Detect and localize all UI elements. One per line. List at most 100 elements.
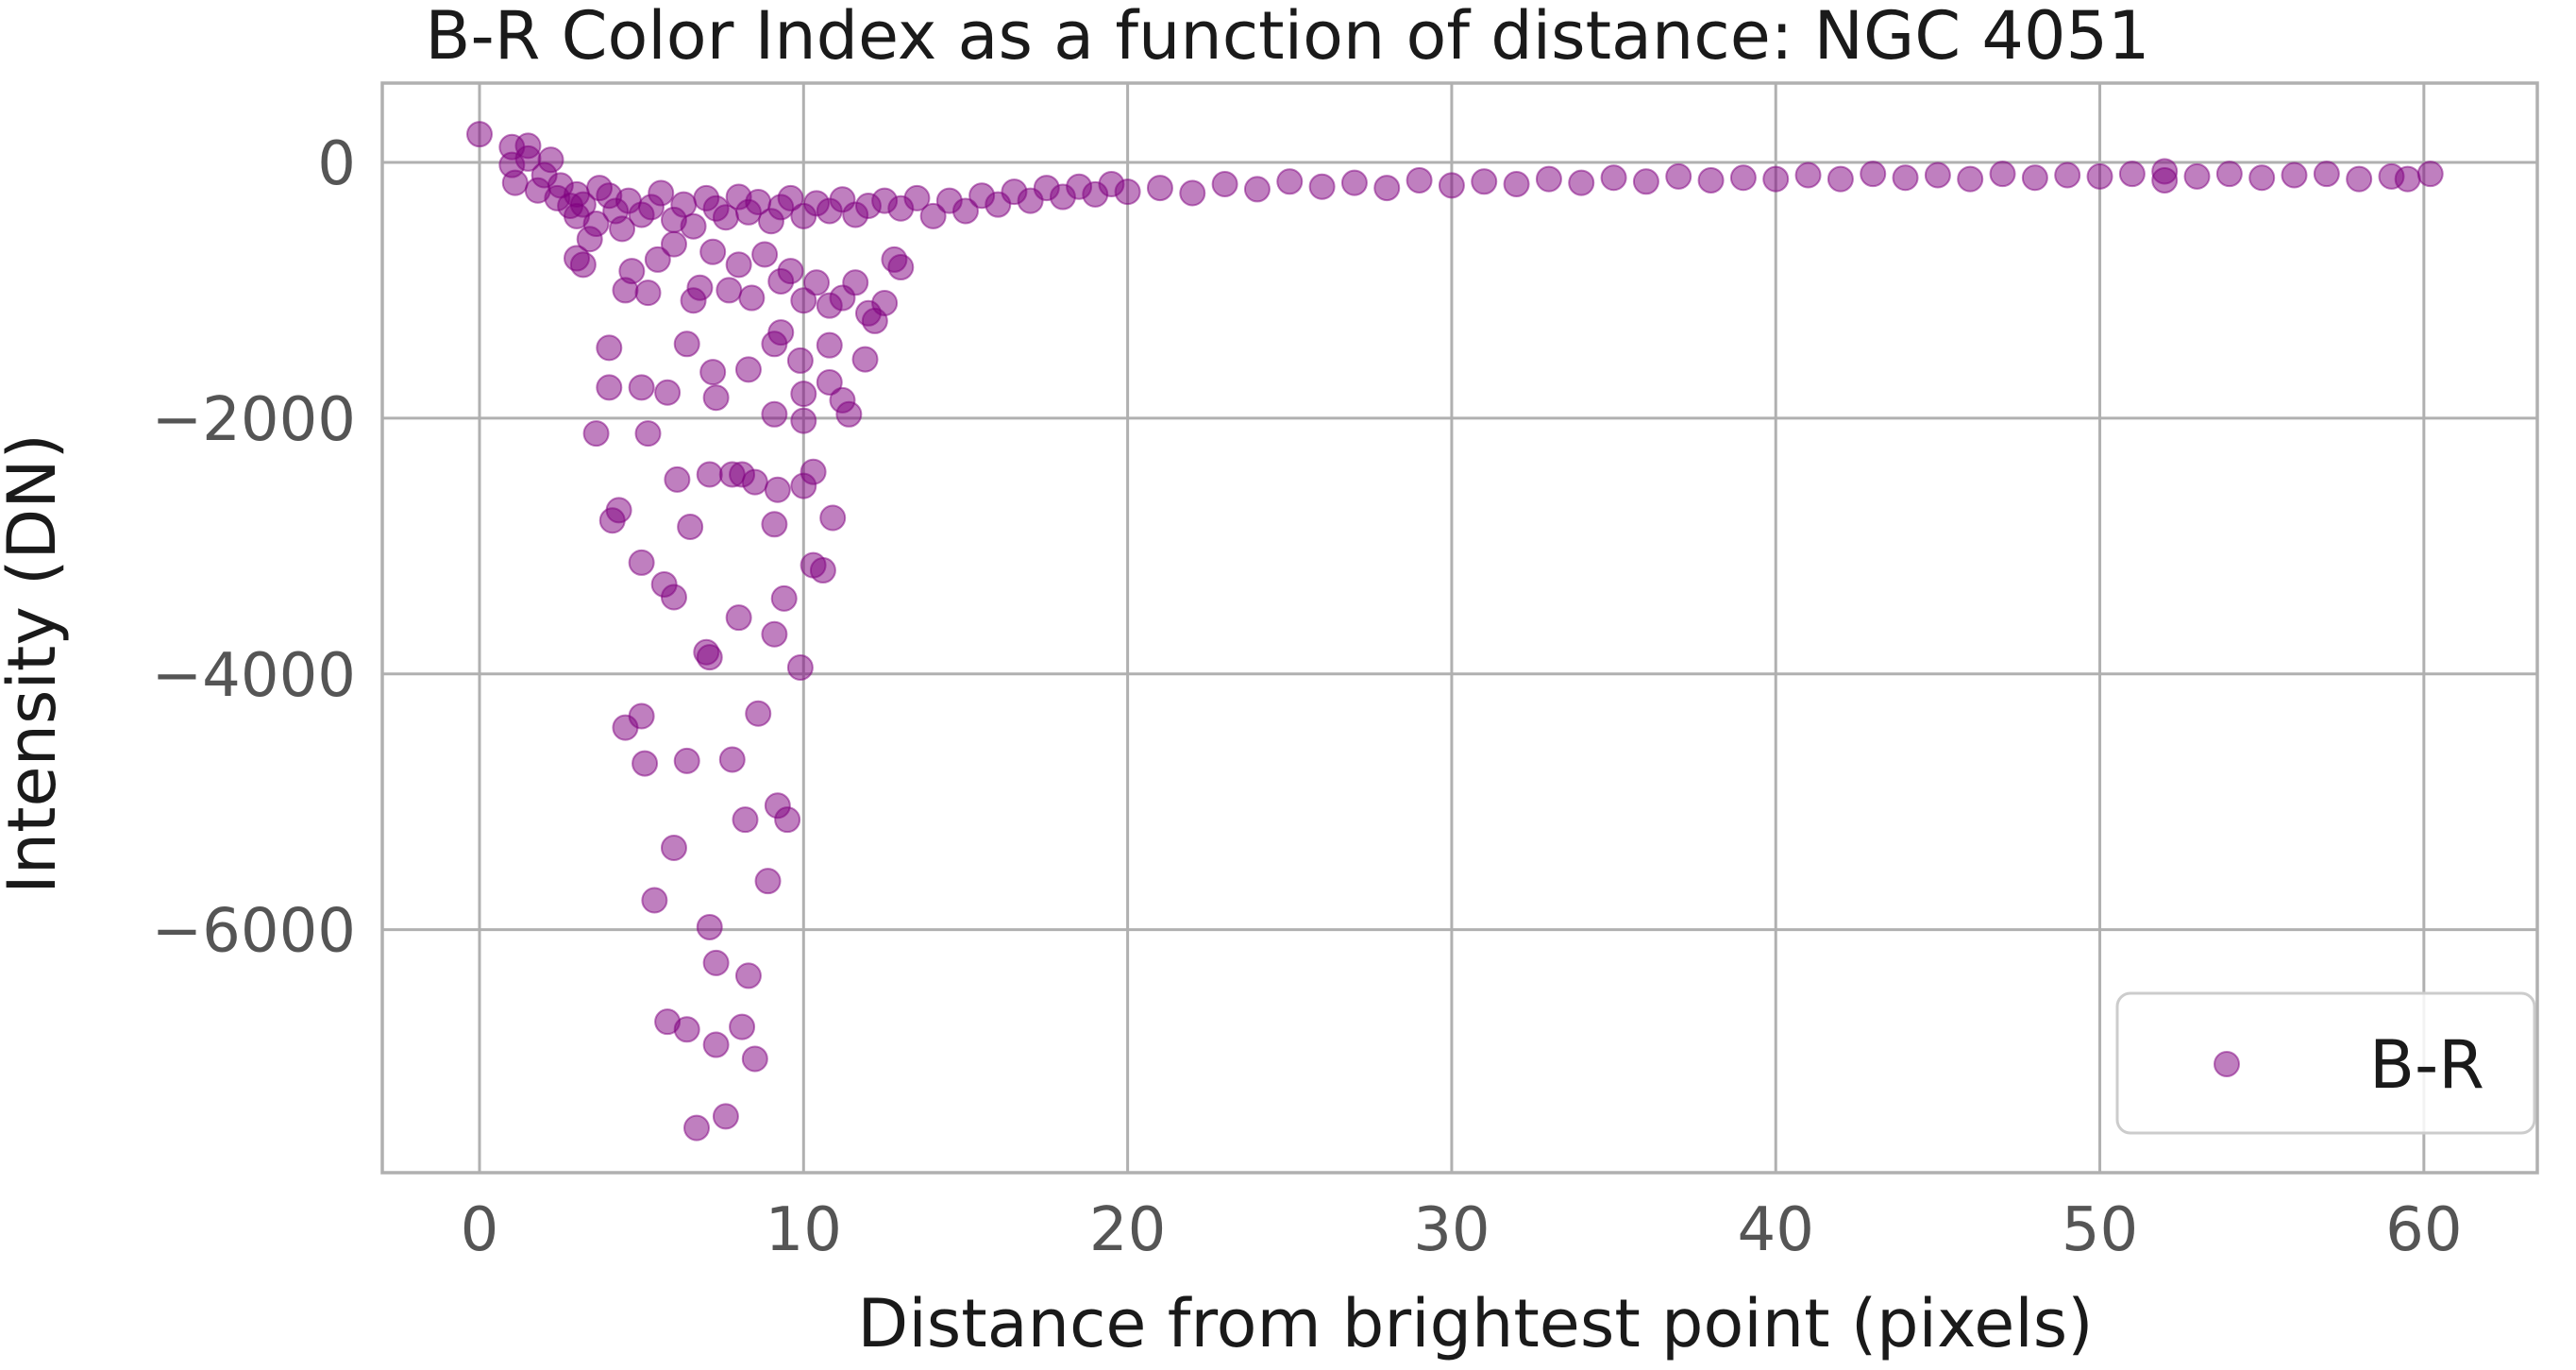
data-point [1568, 169, 1595, 196]
data-point [1406, 166, 1433, 194]
x-tick-label: 10 [766, 1195, 842, 1265]
data-point [696, 461, 723, 488]
x-tick-label: 0 [461, 1195, 499, 1265]
data-point [1146, 175, 1173, 202]
data-point [1535, 165, 1562, 193]
data-point [809, 557, 836, 584]
data-point [734, 356, 762, 383]
data-point [631, 750, 659, 777]
data-point [777, 258, 804, 285]
data-point [816, 331, 843, 359]
data-point [745, 700, 772, 727]
plot-frame [380, 81, 2539, 1175]
data-point [628, 702, 655, 730]
data-point [654, 379, 682, 406]
data-point [2416, 161, 2444, 188]
data-point [1827, 165, 1854, 193]
data-point [2118, 161, 2146, 188]
data-point [673, 1016, 700, 1043]
x-tick-label: 60 [2385, 1195, 2462, 1265]
y-tick-label: −6000 [152, 897, 357, 967]
data-point [702, 949, 730, 976]
data-point [786, 653, 814, 681]
data-point [2054, 161, 2081, 189]
data-point [751, 241, 779, 268]
data-points [465, 121, 2444, 1142]
data-point [605, 497, 632, 524]
data-point [803, 269, 831, 296]
data-point [790, 287, 817, 314]
data-point [1373, 175, 1401, 202]
data-point [871, 289, 899, 316]
data-point [660, 584, 687, 611]
data-point [696, 913, 723, 940]
data-point [2183, 162, 2211, 190]
data-point [774, 806, 801, 834]
data-point [790, 381, 817, 408]
data-point [644, 245, 671, 273]
data-point [1276, 168, 1304, 195]
data-point [628, 549, 655, 576]
data-point [741, 468, 768, 496]
data-point [634, 279, 662, 307]
legend: B-R [2115, 991, 2536, 1135]
data-point [699, 238, 727, 265]
x-tick-label: 40 [1738, 1195, 1814, 1265]
legend-box [2115, 991, 2536, 1135]
data-point [761, 400, 788, 428]
data-point [919, 202, 947, 229]
data-point [569, 191, 597, 218]
data-point [680, 212, 707, 240]
data-point [1340, 169, 1368, 196]
data-point [2248, 164, 2276, 192]
data-point [1114, 178, 1141, 206]
data-point [683, 1114, 711, 1142]
data-point [634, 420, 662, 448]
data-point [887, 254, 915, 281]
data-point [1179, 179, 1206, 207]
data-point [734, 962, 762, 989]
data-point [725, 251, 752, 279]
data-point [1243, 176, 1271, 203]
data-point [761, 620, 788, 648]
legend-marker [2214, 1051, 2240, 1077]
tick-labels: 0 10 20 30 40 50 60 0 −2000 −4000 −6000 [152, 129, 2463, 1265]
data-point [1989, 161, 2016, 188]
data-point [1438, 172, 1465, 199]
data-point [951, 197, 979, 225]
data-point [716, 277, 743, 304]
data-point [1794, 161, 1822, 189]
y-tick-label: −4000 [152, 641, 357, 711]
data-point [2346, 165, 2373, 193]
data-point [764, 476, 791, 503]
data-point [673, 330, 700, 358]
data-point [1665, 162, 1692, 190]
data-point [1503, 171, 1530, 198]
data-point [738, 284, 766, 312]
data-point [770, 584, 798, 612]
data-point [582, 420, 610, 448]
data-point [1729, 164, 1757, 192]
data-point [1957, 165, 1984, 193]
data-point [903, 184, 931, 211]
x-tick-label: 50 [2062, 1195, 2138, 1265]
data-point [761, 511, 788, 538]
data-point [660, 834, 687, 861]
data-point [582, 210, 610, 237]
x-axis-label: Distance from brightest point (pixels) [857, 1285, 2093, 1362]
data-point [596, 374, 623, 401]
legend-label-b-r: B-R [2369, 1026, 2484, 1104]
y-axis-label: Intensity (DN) [0, 433, 71, 894]
data-point [786, 347, 814, 374]
data-point [465, 121, 493, 148]
data-point [1892, 164, 1919, 192]
data-point [851, 346, 879, 373]
data-point [1600, 164, 1627, 192]
data-point [1211, 171, 1238, 198]
data-point [2086, 162, 2113, 190]
data-point [1308, 173, 1336, 200]
data-point [501, 169, 529, 196]
data-point [664, 465, 691, 493]
data-point [2313, 161, 2340, 188]
